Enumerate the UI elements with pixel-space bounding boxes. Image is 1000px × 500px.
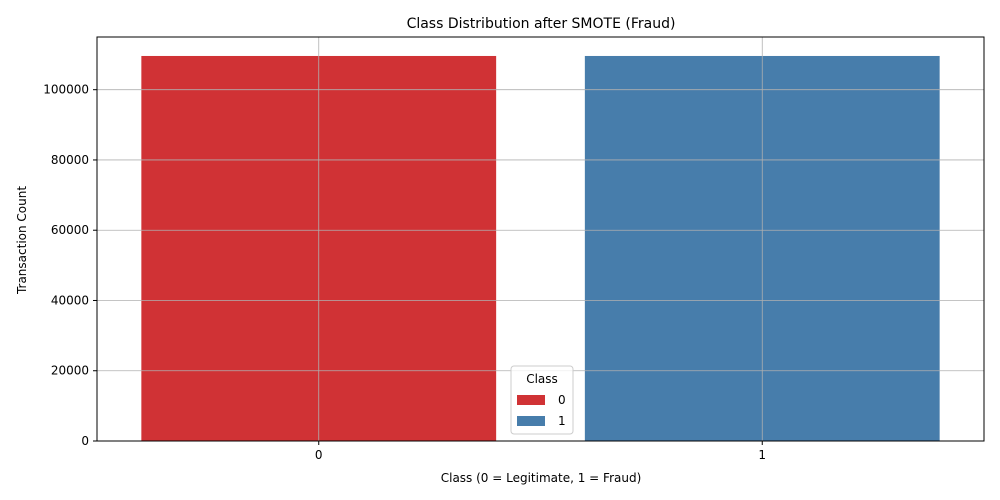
y-tick-label-1: 20000 <box>51 364 89 378</box>
x-tick-label-1: 1 <box>758 448 766 462</box>
legend-title: Class <box>526 372 558 386</box>
legend-label-1: 1 <box>558 414 566 428</box>
chart-title: Class Distribution after SMOTE (Fraud) <box>407 16 676 32</box>
x-tick-label-0: 0 <box>315 448 323 462</box>
plot-frame <box>96 36 985 442</box>
legend: Class 0 1 <box>510 365 574 435</box>
legend-label-0: 0 <box>558 393 566 407</box>
legend-swatch-0 <box>517 395 545 405</box>
y-tick-label-5: 100000 <box>43 83 89 97</box>
y-tick-label-4: 80000 <box>51 153 89 167</box>
y-tick-label-3: 60000 <box>51 223 89 237</box>
x-axis-label: Class (0 = Legitimate, 1 = Fraud) <box>441 471 642 485</box>
y-tick-label-0: 0 <box>81 434 89 448</box>
y-tick-label-2: 40000 <box>51 293 89 307</box>
y-axis-ticks: 0 20000 40000 60000 80000 100000 <box>43 83 97 448</box>
plot-area-border <box>96 36 985 442</box>
legend-swatch-1 <box>517 416 545 426</box>
y-axis-label: Transaction Count <box>15 186 29 295</box>
